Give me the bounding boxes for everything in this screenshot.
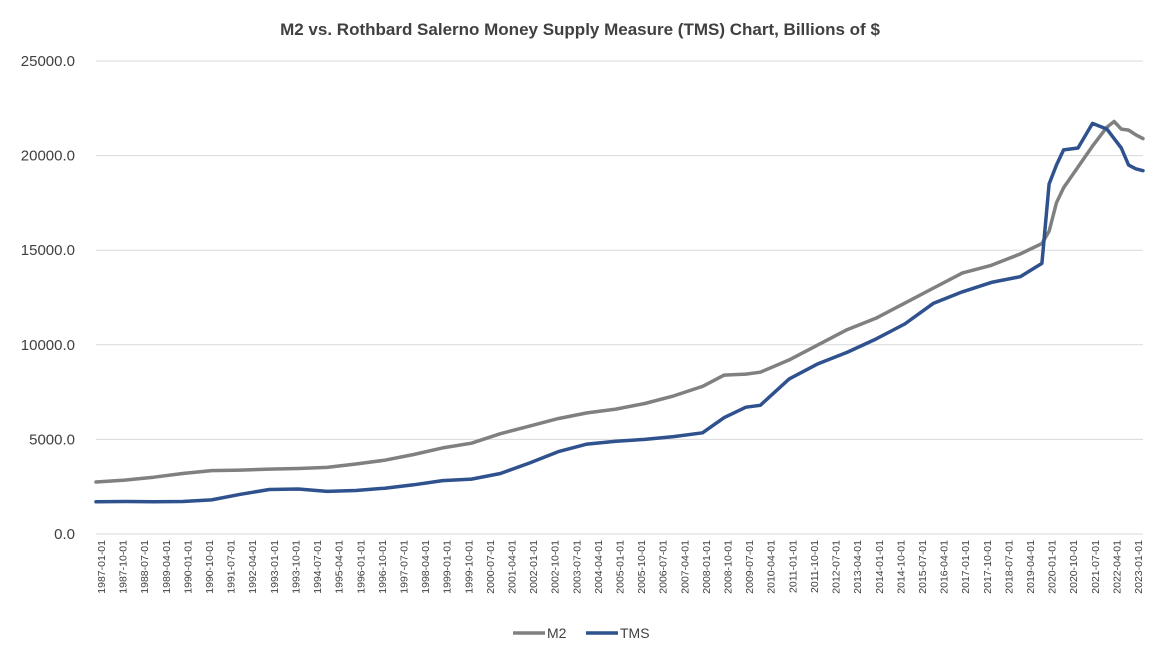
gridlines: [96, 60, 1143, 535]
x-tick-label: 2006-07-01: [658, 540, 670, 594]
x-axis-ticks: 1987-01-01 1987-10-01 1988-07-01 1989-04-01…: [96, 540, 1145, 594]
x-tick-label: 2021-07-01: [1090, 540, 1102, 594]
x-tick-label: 2013-04-01: [852, 540, 864, 594]
x-tick-label: 2005-01-01: [615, 540, 627, 594]
legend-label-m2: M2: [547, 625, 567, 641]
x-tick-label: 2022-04-01: [1111, 540, 1123, 594]
x-tick-label: 1996-01-01: [355, 540, 367, 594]
x-tick-label: 2008-10-01: [723, 540, 735, 594]
y-axis-ticks: 0.0 5000.0 10000.0 15000.0 20000.0 25000.0: [21, 53, 75, 543]
x-tick-label: 2014-01-01: [874, 540, 886, 594]
x-tick-label: 2014-10-01: [895, 540, 907, 594]
x-tick-label: 2020-01-01: [1047, 540, 1059, 594]
series-line-m2: [94, 119, 1145, 484]
x-tick-label: 1987-01-01: [96, 540, 108, 594]
x-tick-label: 1996-10-01: [377, 540, 389, 594]
x-tick-label: 2009-07-01: [744, 540, 756, 594]
x-tick-label: 2020-10-01: [1068, 540, 1080, 594]
x-tick-label: 2023-01-01: [1133, 540, 1145, 594]
series-line-tms: [94, 121, 1145, 504]
legend: M2 TMS: [513, 625, 650, 641]
x-tick-label: 2017-10-01: [982, 540, 994, 594]
x-tick-label: 2003-07-01: [571, 540, 583, 594]
x-tick-label: 2016-04-01: [939, 540, 951, 594]
x-tick-label: 2008-01-01: [701, 540, 713, 594]
y-tick-label: 15000.0: [21, 242, 75, 259]
y-tick-label: 25000.0: [21, 53, 75, 70]
x-tick-label: 1995-04-01: [334, 540, 346, 594]
x-tick-label: 1999-01-01: [442, 540, 454, 594]
x-tick-label: 1991-07-01: [226, 540, 238, 594]
x-tick-label: 2000-07-01: [485, 540, 497, 594]
x-tick-label: 2005-10-01: [636, 540, 648, 594]
x-tick-label: 2002-01-01: [528, 540, 540, 594]
x-tick-label: 1988-07-01: [139, 540, 151, 594]
x-tick-label: 2004-04-01: [593, 540, 605, 594]
x-tick-label: 2007-04-01: [679, 540, 691, 594]
x-tick-label: 2010-04-01: [766, 540, 778, 594]
y-tick-label: 0.0: [54, 526, 75, 543]
x-tick-label: 1997-07-01: [398, 540, 410, 594]
y-tick-label: 10000.0: [21, 337, 75, 354]
x-tick-label: 2018-07-01: [1003, 540, 1015, 594]
x-tick-label: 2002-10-01: [550, 540, 562, 594]
x-tick-label: 1993-10-01: [290, 540, 302, 594]
x-tick-label: 2001-04-01: [506, 540, 518, 594]
x-tick-label: 2011-10-01: [809, 540, 821, 593]
x-tick-label: 2012-07-01: [831, 540, 843, 594]
x-tick-label: 1993-01-01: [269, 540, 281, 594]
x-tick-label: 1992-04-01: [247, 540, 259, 594]
x-tick-label: 1994-07-01: [312, 540, 324, 594]
x-tick-label: 1999-10-01: [463, 540, 475, 594]
x-tick-label: 1998-04-01: [420, 540, 432, 594]
y-tick-label: 20000.0: [21, 148, 75, 165]
x-tick-label: 2019-04-01: [1025, 540, 1037, 594]
x-tick-label: 1990-01-01: [182, 540, 194, 594]
x-tick-label: 1987-10-01: [118, 540, 130, 594]
legend-label-tms: TMS: [620, 625, 650, 641]
x-tick-label: 2017-01-01: [960, 540, 972, 594]
x-tick-label: 2015-07-01: [917, 540, 929, 594]
y-tick-label: 5000.0: [29, 431, 75, 448]
chart-title: M2 vs. Rothbard Salerno Money Supply Mea…: [280, 20, 880, 39]
x-tick-label: 1989-04-01: [161, 540, 173, 594]
series-lines: [94, 119, 1145, 504]
x-tick-label: 2011-01-01: [787, 540, 799, 593]
x-tick-label: 1990-10-01: [204, 540, 216, 594]
